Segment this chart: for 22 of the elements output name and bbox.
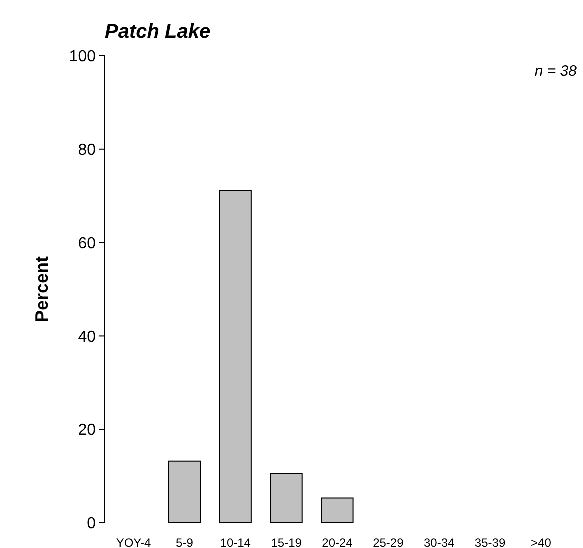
annotation: n = 38	[534, 63, 578, 80]
x-tick-label: YOY-4	[116, 536, 152, 548]
x-tick-label: 20-24	[322, 536, 354, 548]
y-tick-label: 80	[78, 142, 96, 159]
y-tick-label: 100	[69, 48, 96, 66]
bar	[321, 498, 354, 524]
bar	[219, 190, 252, 524]
x-tick-label: 15-19	[271, 536, 302, 548]
x-tick-label: 10-14	[220, 536, 252, 548]
y-tick-label: 0	[87, 516, 96, 533]
x-tick-label: 25-29	[373, 536, 404, 548]
y-tick-label: 20	[78, 422, 96, 440]
bar	[270, 473, 303, 524]
bar	[168, 460, 202, 524]
y-axis-title: Percent	[32, 256, 52, 323]
x-tick-label: 35-39	[474, 536, 506, 548]
y-tick-label: 40	[78, 328, 96, 346]
x-tick-label: 30-34	[424, 536, 456, 548]
x-tick-label: 5-9	[176, 536, 194, 548]
chart-title: Patch Lake	[105, 21, 211, 43]
y-tick-label: 60	[78, 235, 96, 252]
x-tick-label: >40	[531, 536, 552, 548]
